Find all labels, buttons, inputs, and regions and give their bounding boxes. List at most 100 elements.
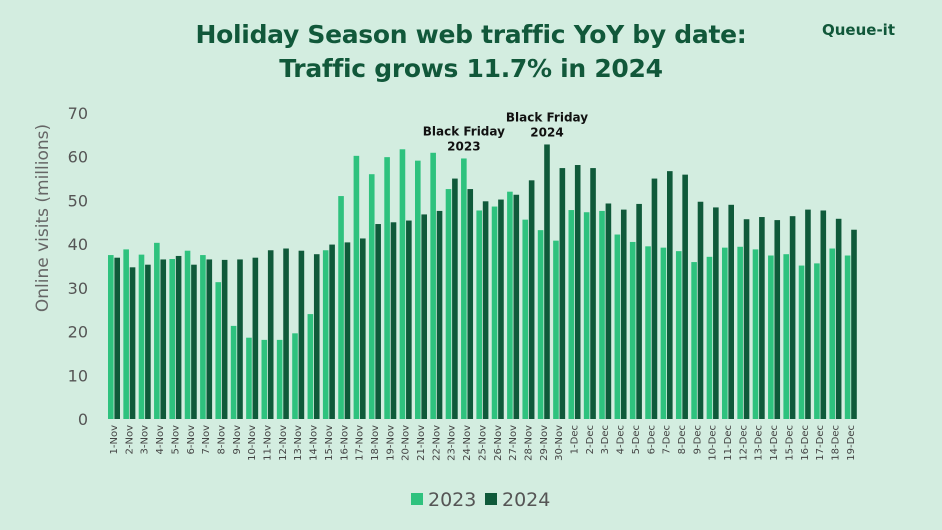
x-axis: 1-Nov 2-Nov 3-Nov 4-Nov 5-Nov 6-Nov 7-Nov 8-Nov… [109, 425, 857, 461]
bar-2023 [675, 251, 682, 419]
bar-2024 [313, 254, 320, 419]
legend-label-2023: 2023 [428, 489, 476, 511]
x-tick-label: 29-Nov [539, 425, 550, 461]
bar-2024 [175, 255, 182, 419]
y-tick-label: 20 [68, 323, 88, 342]
x-tick-label: 8-Nov [216, 425, 227, 455]
bar-2024 [805, 209, 811, 419]
x-tick-label: 23-Nov [447, 425, 458, 461]
bar-2023 [752, 249, 759, 419]
x-tick-label: 10-Dec [708, 425, 719, 461]
bar-2023 [476, 210, 482, 419]
bar-2023 [322, 250, 329, 419]
x-tick-label: 10-Nov [247, 425, 258, 461]
bar-2023 [276, 339, 283, 419]
x-tick-label: 26-Nov [493, 425, 504, 461]
bar-2023 [829, 248, 836, 419]
bar-2024 [329, 244, 335, 419]
bar-2024 [191, 264, 197, 419]
bar-2023 [844, 255, 851, 419]
bar-2023 [384, 157, 390, 419]
y-tick-label: 0 [78, 410, 88, 429]
bar-2024 [482, 201, 489, 419]
bar-2023 [108, 255, 114, 419]
bar-2023 [768, 255, 774, 419]
y-tick-label: 50 [68, 191, 88, 210]
x-tick-label: 25-Nov [477, 425, 488, 461]
bar-2024 [421, 214, 427, 419]
bar-2024 [851, 229, 857, 419]
x-tick-label: 2-Nov [124, 425, 135, 455]
bar-2024 [452, 178, 458, 419]
y-axis: 0 10 20 30 40 50 60 70 [68, 104, 88, 429]
bar-2023 [568, 210, 575, 419]
bar-2024 [636, 203, 642, 419]
bar-2023 [537, 230, 544, 419]
x-tick-label: 27-Nov [508, 425, 519, 461]
bar-2023 [261, 339, 268, 419]
x-tick-label: 6-Dec [646, 425, 657, 454]
x-tick-label: 28-Nov [523, 425, 534, 461]
bar-2024 [298, 250, 305, 419]
bar-2024 [237, 259, 243, 419]
bar-2024 [759, 217, 765, 419]
x-tick-label: 13-Dec [754, 425, 765, 461]
chart-title-line-1: Holiday Season web traffic YoY by date: [195, 20, 747, 49]
bar-2023 [215, 282, 222, 419]
bar-2024 [160, 259, 167, 419]
bar-2023 [399, 149, 406, 419]
bar-2023 [814, 263, 820, 419]
bar-2024 [620, 209, 627, 419]
x-tick-label: 16-Nov [339, 425, 350, 461]
chart-title-line-2: Traffic grows 11.7% in 2024 [279, 54, 663, 83]
bar-2024 [559, 168, 566, 419]
bar-2023 [722, 247, 728, 419]
bar-2023 [706, 256, 713, 419]
bar-2023 [583, 212, 590, 419]
bar-2023 [184, 250, 191, 419]
bar-2024 [206, 259, 213, 419]
x-tick-label: 18-Nov [370, 425, 381, 461]
bar-2023 [292, 333, 298, 419]
annotation-year: 2024 [530, 125, 563, 139]
x-tick-label: 19-Nov [385, 425, 396, 461]
bar-2023 [461, 158, 467, 419]
x-tick-label: 6-Nov [186, 425, 197, 455]
bar-2023 [629, 241, 636, 419]
bar-2024 [820, 210, 827, 419]
x-tick-label: 17-Dec [815, 425, 826, 461]
bar-2024 [774, 220, 781, 419]
bar-2023 [138, 254, 145, 419]
x-tick-label: 13-Nov [293, 425, 304, 461]
x-tick-label: 30-Nov [554, 425, 565, 461]
bar-2023 [798, 265, 805, 419]
bar-2024 [605, 203, 612, 419]
bar-2024 [390, 222, 397, 419]
x-tick-label: 9-Dec [692, 425, 703, 454]
bar-2024 [697, 201, 704, 419]
bar-2023 [522, 219, 529, 419]
x-tick-label: 4-Nov [155, 425, 166, 455]
bar-2023 [491, 206, 498, 419]
x-tick-label: 5-Dec [631, 425, 642, 454]
bar-2024 [713, 207, 719, 419]
x-tick-label: 11-Dec [723, 425, 734, 461]
bar-2023 [645, 246, 651, 419]
bar-2024 [682, 174, 688, 419]
bar-2024 [360, 238, 366, 419]
x-tick-label: 12-Dec [738, 425, 749, 461]
x-tick-label: 16-Dec [800, 425, 811, 461]
bar-2024 [114, 257, 120, 419]
bar-2024 [406, 220, 412, 419]
x-tick-label: 12-Nov [278, 425, 289, 461]
bars [108, 144, 857, 419]
y-axis-title: Online visits (millions) [33, 124, 53, 312]
bar-2023 [737, 246, 743, 419]
y-tick-label: 60 [68, 148, 88, 167]
x-tick-label: 22-Nov [431, 425, 442, 461]
bar-2024 [544, 144, 550, 419]
bar-2023 [154, 242, 160, 419]
legend-label-2024: 2024 [502, 489, 550, 511]
bar-2024 [498, 199, 504, 419]
